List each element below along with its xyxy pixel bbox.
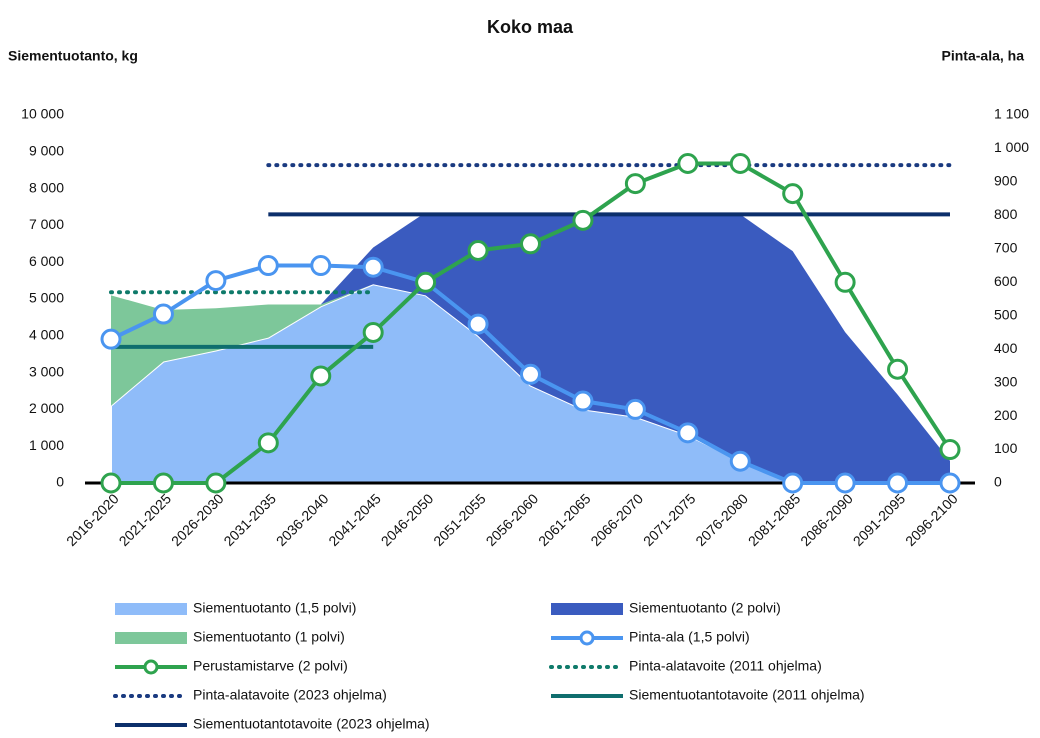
legend-swatch [115,603,187,615]
chart-title: Koko maa [487,17,574,37]
legend-label: Perustamistarve (2 polvi) [193,658,348,674]
legend-label: Siementuotanto (1,5 polvi) [193,600,356,616]
marker [834,271,856,293]
legend-label: Siementuotantotavoite (2011 ohjelma) [629,687,865,703]
x-tick-label: 2051-2055 [430,490,489,549]
marker [310,365,332,387]
x-tick-label: 2066-2070 [587,490,646,549]
y-tick-label: 4 000 [29,327,64,343]
x-tick-label: 2091-2095 [850,490,909,549]
y2-axis-title: Pinta-ala, ha [942,48,1025,64]
y2-tick-label: 1 000 [994,139,1029,155]
marker [257,432,279,454]
y-tick-label: 0 [56,474,64,490]
x-tick-label: 2046-2050 [378,490,437,549]
x-tick-label: 2096-2100 [902,490,961,549]
legend-label: Siementuotantotavoite (2023 ohjelma) [193,716,430,732]
x-tick-label: 2071-2075 [640,490,699,549]
x-tick-label: 2031-2035 [220,490,279,549]
y-tick-label: 5 000 [29,290,64,306]
y-tick-label: 9 000 [29,143,64,159]
marker [939,439,961,461]
legend-label: Pinta-alatavoite (2023 ohjelma) [193,687,387,703]
marker [887,358,909,380]
x-tick-label: 2061-2065 [535,490,594,549]
marker [729,153,751,175]
marker [415,271,437,293]
legend-label: Pinta-ala (1,5 polvi) [629,629,750,645]
y2-tick-label: 400 [994,340,1018,356]
y-tick-label: 7 000 [29,216,64,232]
legend-marker [579,630,595,646]
marker [362,256,384,278]
y2-tick-label: 100 [994,440,1018,456]
y2-tick-label: 900 [994,173,1018,189]
marker [520,233,541,255]
marker [257,255,279,277]
marker [572,390,594,412]
x-tick-label: 2036-2040 [273,490,332,549]
y2-tick-label: 500 [994,306,1018,322]
x-tick-label: 2086-2090 [797,490,856,549]
x-tick-label: 2026-2030 [168,490,227,549]
marker [520,363,541,385]
y-tick-label: 2 000 [29,400,64,416]
y-tick-label: 10 000 [21,106,64,122]
marker [205,472,227,494]
y-tick-label: 1 000 [29,437,64,453]
x-tick-label: 2016-2020 [63,490,122,549]
marker [782,183,804,205]
x-tick-label: 2056-2060 [483,490,542,549]
x-tick-label: 2076-2080 [692,490,751,549]
y2-tick-label: 300 [994,373,1018,389]
y2-tick-label: 200 [994,407,1018,423]
y2-tick-label: 600 [994,273,1018,289]
legend-label: Pinta-alatavoite (2011 ohjelma) [629,658,822,674]
y2-tick-label: 800 [994,206,1018,222]
x-tick-label: 2081-2085 [745,490,804,549]
marker [205,270,227,292]
legend-marker [143,659,159,675]
marker [100,472,122,494]
x-tick-label: 2041-2045 [325,490,384,549]
marker [362,321,384,343]
marker [624,173,646,195]
legend-swatch [115,632,187,644]
y-tick-label: 3 000 [29,363,64,379]
marker [152,472,174,494]
marker [887,472,909,494]
marker [152,303,174,325]
marker [834,472,856,494]
y-axis-title: Siementuotanto, kg [8,48,138,64]
y2-tick-label: 700 [994,240,1018,256]
legend-swatch [551,603,623,615]
area [111,212,950,483]
marker [100,328,122,350]
marker [677,422,699,444]
marker [782,472,804,494]
marker [729,450,751,472]
marker [310,255,332,277]
marker [467,239,489,261]
marker [572,209,594,231]
y2-tick-label: 1 100 [994,106,1029,122]
legend-label: Siementuotanto (2 polvi) [629,600,781,616]
marker [624,398,646,420]
legend-label: Siementuotanto (1 polvi) [193,629,345,645]
y-tick-label: 8 000 [29,179,64,195]
marker [467,313,489,335]
x-tick-label: 2021-2025 [116,490,175,549]
marker [677,153,699,175]
marker [939,472,961,494]
y-tick-label: 6 000 [29,253,64,269]
y2-tick-label: 0 [994,474,1002,490]
